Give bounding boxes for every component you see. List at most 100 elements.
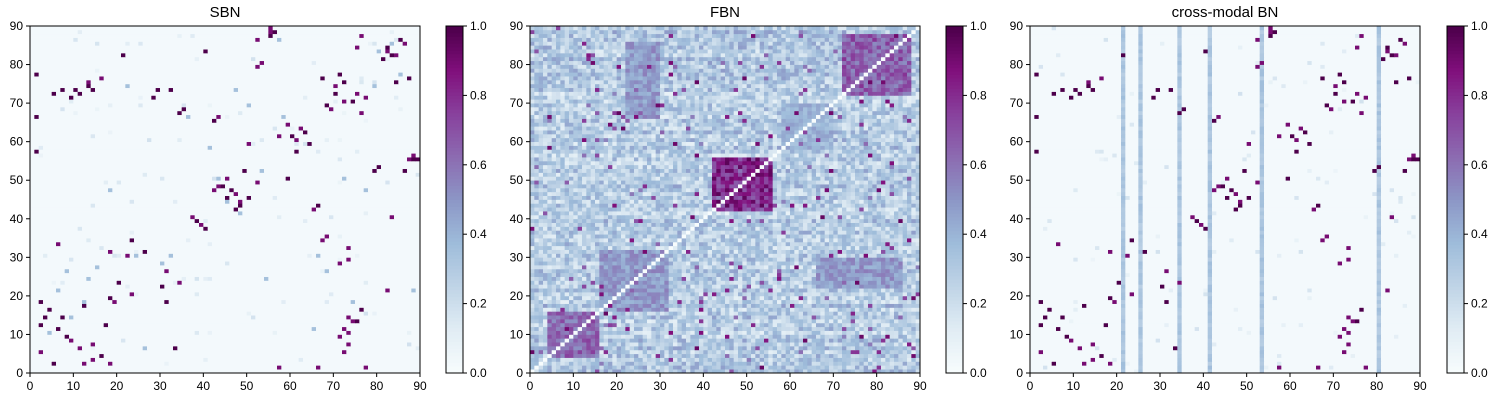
heatmap-cell (138, 334, 144, 339)
heatmap-cell (164, 180, 170, 185)
heatmap-cell (151, 311, 157, 316)
heatmap-cell (376, 349, 382, 355)
heatmap-cell (173, 218, 178, 223)
heatmap-cell (307, 187, 313, 193)
heatmap-cell (294, 346, 300, 351)
heatmap-cell (272, 299, 278, 304)
heatmap-cell (290, 311, 295, 316)
heatmap-cell (307, 168, 313, 173)
heatmap-cell (56, 184, 61, 189)
heatmap-cell (34, 292, 40, 297)
heatmap-cell (38, 168, 44, 173)
heatmap-cell (368, 295, 373, 301)
heatmap-cell (177, 268, 183, 274)
heatmap-cell (320, 160, 326, 166)
heatmap-cell (77, 311, 83, 316)
heatmap-cell (242, 195, 248, 200)
heatmap-cell (229, 319, 235, 324)
heatmap-cell (411, 284, 417, 289)
heatmap-cell (394, 261, 399, 266)
heatmap-cell (285, 180, 291, 185)
heatmap-cell (290, 234, 295, 239)
heatmap-cell (173, 349, 178, 355)
heatmap-cell (272, 315, 278, 320)
heatmap-cell (190, 207, 196, 212)
heatmap-cell (398, 184, 404, 189)
heatmap-cell (95, 322, 100, 328)
heatmap-cell (385, 238, 391, 243)
heatmap-cell (251, 307, 256, 312)
heatmap-cell (238, 218, 243, 223)
heatmap-cell (147, 172, 152, 177)
heatmap-cell (99, 334, 105, 339)
heatmap-cell (51, 357, 57, 362)
heatmap-cell (199, 357, 204, 362)
heatmap-cell (242, 207, 248, 212)
heatmap-cell (116, 338, 122, 343)
heatmap-cell (151, 365, 157, 370)
heatmap-cell (99, 249, 105, 254)
heatmap-cell (233, 176, 239, 181)
heatmap-cell (311, 280, 317, 285)
heatmap-cell (95, 268, 100, 274)
heatmap-cell (376, 357, 382, 362)
heatmap-cell (394, 292, 399, 297)
heatmap-cell (43, 299, 48, 304)
heatmap-cell (168, 164, 174, 170)
heatmap-cell (320, 245, 326, 250)
heatmap-cell (194, 315, 200, 320)
heatmap-cell (147, 222, 152, 227)
heatmap-cell (69, 288, 74, 293)
heatmap-cell (151, 315, 157, 320)
heatmap-cell (281, 338, 287, 343)
heatmap-cell (60, 338, 66, 343)
heatmap-cell (268, 330, 274, 335)
heatmap-cell (121, 160, 126, 166)
heatmap-cell (160, 307, 165, 312)
heatmap-cell (411, 276, 417, 281)
heatmap-cell (177, 365, 183, 370)
heatmap-cell (225, 191, 230, 196)
heatmap-cell (30, 199, 35, 204)
heatmap-cell (99, 292, 105, 297)
heatmap-cell (190, 342, 196, 347)
heatmap-cell (359, 292, 365, 297)
heatmap-cell (238, 268, 243, 274)
heatmap-cell (73, 353, 79, 358)
heatmap-cell (60, 322, 66, 328)
heatmap-cell (372, 184, 378, 189)
heatmap-cell (216, 168, 222, 173)
heatmap-cell (73, 315, 79, 320)
heatmap-cell (60, 307, 66, 312)
heatmap-cell (30, 195, 35, 200)
heatmap-cell (229, 218, 235, 223)
heatmap-cell (38, 187, 44, 193)
heatmap-cell (259, 365, 265, 370)
heatmap-cell (402, 257, 408, 262)
heatmap-cell (415, 180, 421, 185)
heatmap-cell (268, 218, 274, 223)
heatmap-cell (355, 303, 360, 308)
heatmap-cell (142, 315, 148, 320)
heatmap-cell (90, 322, 96, 328)
heatmap-cell (203, 268, 209, 274)
heatmap-cell (372, 245, 378, 250)
heatmap-cell (212, 222, 217, 227)
heatmap-cell (56, 168, 61, 173)
heatmap-cell (177, 241, 183, 247)
heatmap-cell (359, 342, 365, 347)
heatmap-cell (402, 249, 408, 254)
heatmap-cell (147, 319, 152, 324)
heatmap-cell (225, 369, 230, 374)
heatmap-cell (229, 184, 235, 189)
heatmap-cell (69, 199, 74, 204)
heatmap-cell (376, 218, 382, 223)
heatmap-cell (294, 307, 300, 312)
heatmap-cell (376, 214, 382, 220)
heatmap-cell (394, 214, 399, 220)
heatmap-cell (86, 369, 92, 374)
heatmap-cell (151, 268, 157, 274)
heatmap-cell (320, 191, 326, 196)
heatmap-cell (43, 214, 48, 220)
heatmap-cell (337, 349, 343, 355)
